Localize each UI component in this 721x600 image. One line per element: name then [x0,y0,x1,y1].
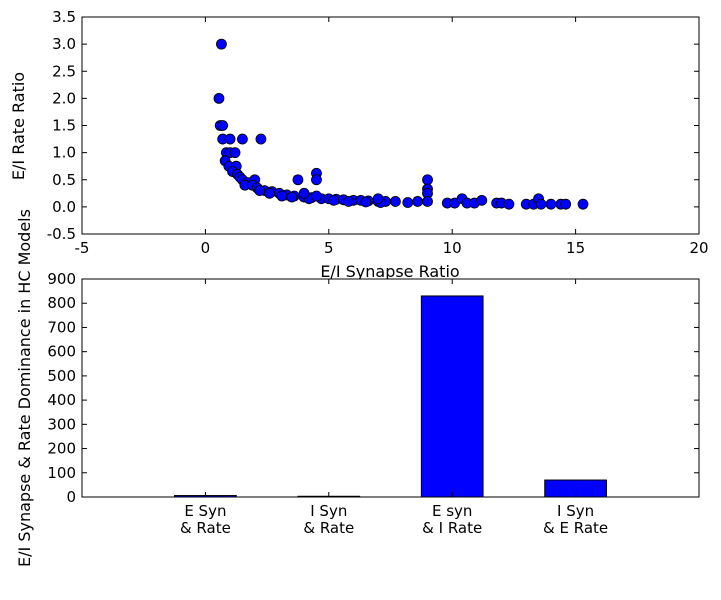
bar-y-tick-label: 0 [66,488,76,506]
bar [420,295,484,498]
scatter-y-tick-label: -0.5 [47,225,76,243]
bar-category-label: I Syn [557,502,594,520]
scatter-point [224,133,236,145]
scatter-y-tick-label: 1.5 [52,117,76,135]
scatter-point [311,190,322,202]
scatter-point [311,174,322,186]
scatter-x-label: E/I Synapse Ratio [320,262,459,281]
scatter-y-tick-label: 3.0 [52,35,76,53]
scatter-point [217,120,229,131]
scatter-y-tick-label: 3.5 [52,8,76,26]
bars [174,295,607,498]
scatter-point [229,147,241,159]
scatter-plot-area [82,17,699,234]
scatter-point [264,187,275,199]
scatter-point [545,198,557,210]
bar-category-label: E syn [432,502,472,520]
bar-y-tick-label: 500 [47,367,76,385]
bar-y-tick-label: 400 [47,391,76,409]
bar-y-tick-label: 100 [47,464,76,482]
bar-y-tick-label: 600 [47,343,76,361]
bar-category-label: I Syn [310,502,347,520]
bar-y-tick-label: 200 [47,440,76,458]
bar-category-label: E Syn [184,502,226,520]
scatter-y-tick-label: 0.5 [52,171,76,189]
scatter-y-ticks: -0.5 0.0 0.5 1.0 1.5 2.0 2.5 3.0 3.5 [47,8,699,243]
bar-y-tick-label: 800 [47,294,76,312]
bar-y-tick-label: 900 [47,270,76,288]
scatter-point [328,194,340,206]
bar-category-label: & I Rate [422,519,482,537]
scatter-x-tick-label: 15 [566,239,585,257]
scatter-plot: -5 0 5 10 15 20 -0.50.00.51.01.52.02.53.03.5 … [9,8,709,281]
bar-y-label: E/I Synapse & Rate Dominance in HC Model… [15,209,34,567]
bar-frame [81,278,700,498]
scatter-point [255,133,267,145]
scatter-point [276,190,288,202]
bar-y-tick-label: 300 [47,415,76,433]
scatter-y-tick-label: 1.0 [52,144,76,162]
scatter-point [237,133,248,145]
scatter-point [577,198,589,210]
scatter-point [476,194,488,206]
scatter-point [422,196,433,207]
scatter-point [343,196,354,207]
scatter-y-tick-label: 2.0 [52,89,76,107]
scatter-point [372,193,384,205]
scatter-frame [81,16,700,235]
scatter-point [535,198,547,210]
bar-category-label: & Rate [303,519,354,537]
scatter-y-label: E/I Rate Ratio [9,72,28,180]
scatter-point [254,185,266,197]
scatter-x-tick-label: -5 [75,239,90,257]
scatter-x-tick-label: 20 [689,239,708,257]
bar-plot-area [82,279,699,497]
scatter-point [402,197,414,208]
bar-category-label: & Rate [180,519,231,537]
scatter-y-tick-label: 2.5 [52,62,76,80]
scatter-x-tick-label: 0 [201,239,211,257]
scatter-point [298,187,310,199]
scatter-point [390,196,401,207]
scatter-x-tick-label: 5 [324,239,334,257]
scatter-point [292,174,304,186]
scatter-point [412,196,424,207]
scatter-point [503,198,515,210]
bar-category-label: & E Rate [543,519,608,537]
scatter-point [216,38,227,50]
scatter-points [213,38,589,210]
bar-y-ticks: 0 100 200 300 400 500 600 700 800 900 [47,270,699,506]
bar-y-tick-label: 700 [47,318,76,336]
scatter-y-tick-label: 0.0 [52,198,76,216]
scatter-point [560,198,572,210]
scatter-x-tick-label: 10 [443,239,462,257]
scatter-point [360,196,372,208]
scatter-point [213,92,225,104]
scatter-point [422,174,433,186]
scatter-point [286,191,298,203]
